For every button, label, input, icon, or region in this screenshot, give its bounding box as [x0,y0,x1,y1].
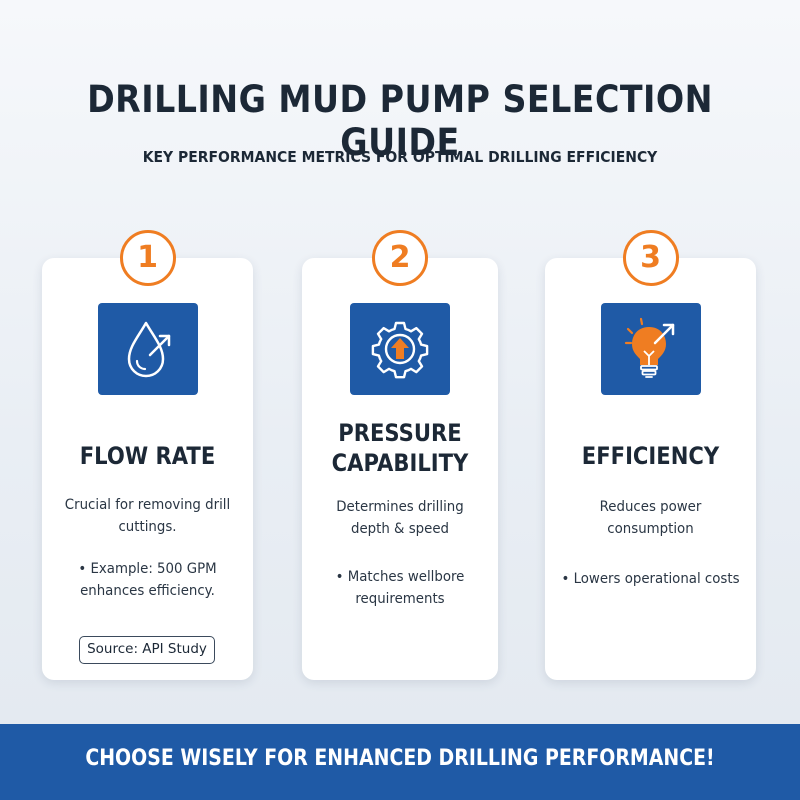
footer-banner: CHOOSE WISELY FOR ENHANCED DRILLING PERF… [0,724,800,800]
card-description: Reduces power consumption [599,499,702,537]
card-bullet: • Lowers operational costs [561,571,740,587]
metric-card-pressure-capability: 2 PRESSURE CAPABILITY Determines drillin… [302,230,498,680]
step-number-badge: 3 [622,230,679,286]
page-subtitle: KEY PERFORMANCE METRICS FOR OPTIMAL DRIL… [142,148,658,166]
metric-card-flow-rate: 1 FLOW RATE Crucial for removing drill c… [42,230,253,680]
card-bullet: • Example: 500 GPM enhances efficiency. [78,561,217,599]
source-badge: Source: API Study [79,636,215,664]
lightbulb-arrow-icon [600,303,701,395]
water-drop-arrow-icon [97,303,198,395]
card-title: EFFICIENCY [581,442,720,470]
page-title: DRILLING MUD PUMP SELECTION GUIDE [87,78,713,164]
card-title: FLOW RATE [79,442,216,470]
gear-arrow-up-icon [350,303,450,395]
card-bullet: • Matches wellbore requirements [335,569,465,607]
step-number-badge: 1 [119,230,176,286]
card-description: Crucial for removing drill cuttings. [64,497,231,535]
metric-card-efficiency: 3 EFFICIENCY Reduces power consumption •… [545,230,756,680]
footer-text: CHOOSE WISELY FOR ENHANCED DRILLING PERF… [85,746,715,771]
card-title: PRESSURE CAPABILITY [331,419,469,477]
card-description: Determines drilling depth & speed [336,499,464,537]
step-number-badge: 2 [372,230,428,286]
